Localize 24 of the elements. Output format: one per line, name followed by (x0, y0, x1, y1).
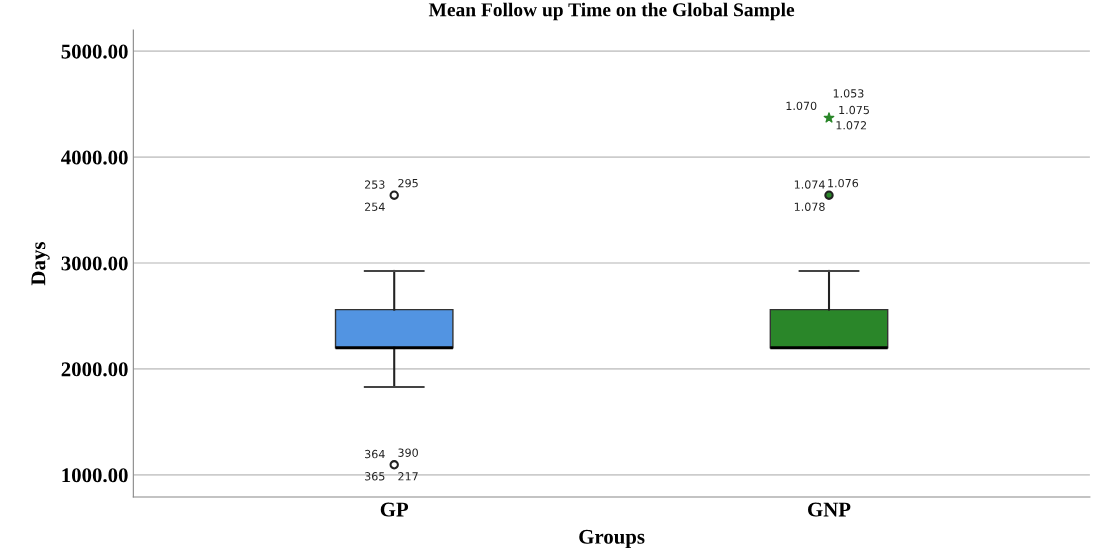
annotation: 390 (398, 448, 418, 457)
annotation: 1.076 (828, 178, 859, 188)
annotation: 1.075 (839, 105, 869, 115)
annotation: 253 (364, 180, 385, 189)
y-tick-label: 5000.00 (61, 44, 128, 59)
x-axis-title: Groups (579, 529, 645, 549)
chart-title: Mean Follow up Time on the Global Sample (428, 2, 795, 21)
annotation: 1.070 (786, 101, 817, 111)
annotation: 1.078 (794, 202, 825, 211)
y-tick-label: 3000.00 (61, 256, 128, 271)
annotation: 295 (398, 178, 418, 188)
x-tick-label: GP (380, 502, 409, 517)
y-tick-label: 4000.00 (61, 150, 128, 165)
annotation: 217 (398, 472, 418, 481)
y-tick-label: 2000.00 (61, 362, 128, 377)
x-tick-label: GNP (808, 502, 851, 517)
annotation: 1.072 (836, 121, 867, 130)
annotation: 254 (364, 202, 385, 211)
y-tick-label: 1000.00 (62, 468, 128, 483)
y-axis-title: Days (31, 242, 50, 286)
annotation: 1.074 (794, 180, 825, 189)
annotation: 365 (365, 472, 385, 481)
annotation: 1.053 (833, 89, 864, 98)
annotation: 364 (365, 449, 385, 459)
